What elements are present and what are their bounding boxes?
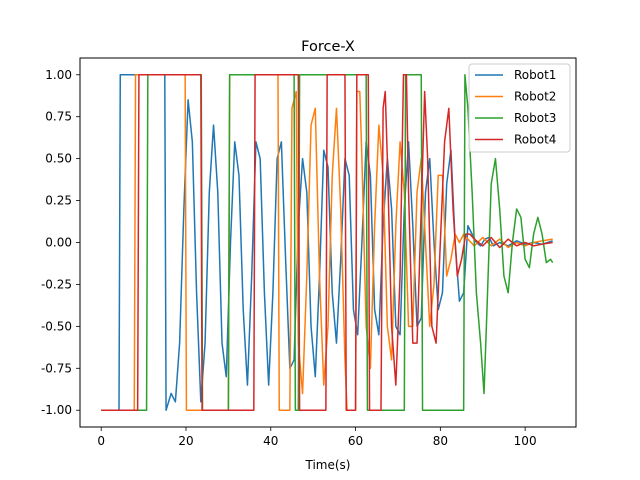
y-tick-label: 0.25 — [45, 194, 72, 208]
x-tick-label: 80 — [433, 434, 448, 448]
y-axis: -1.00 -0.75 -0.50 -0.25 0.00 0.25 0.50 0.75 1.00 — [41, 68, 80, 417]
x-axis-label: Time(s) — [305, 458, 351, 472]
chart-title: Force-X — [301, 39, 355, 55]
legend-label-robot3: Robot3 — [514, 111, 556, 125]
series-line-robot4 — [101, 74, 553, 411]
legend: Robot1 Robot2 Robot3 Robot4 — [468, 63, 571, 153]
y-tick-label: 0.00 — [45, 236, 72, 250]
plot-area — [101, 74, 554, 411]
x-tick-label: 40 — [263, 434, 278, 448]
y-tick-label: 0.75 — [45, 110, 72, 124]
y-tick-label: -0.50 — [41, 319, 72, 333]
y-tick-label: 1.00 — [45, 68, 72, 82]
x-axis: 0 20 40 60 80 100 — [97, 427, 537, 448]
x-tick-label: 20 — [178, 434, 193, 448]
x-tick-label: 100 — [514, 434, 537, 448]
legend-label-robot1: Robot1 — [514, 68, 556, 82]
y-tick-label: -1.00 — [41, 403, 72, 417]
y-tick-label: -0.25 — [41, 277, 72, 291]
x-tick-label: 60 — [348, 434, 363, 448]
legend-label-robot2: Robot2 — [514, 90, 556, 104]
legend-box — [468, 63, 571, 153]
series-line-robot1 — [101, 74, 553, 411]
legend-label-robot4: Robot4 — [514, 133, 556, 147]
y-tick-label: -0.75 — [41, 361, 72, 375]
x-tick-label: 0 — [97, 434, 105, 448]
y-tick-label: 0.50 — [45, 152, 72, 166]
